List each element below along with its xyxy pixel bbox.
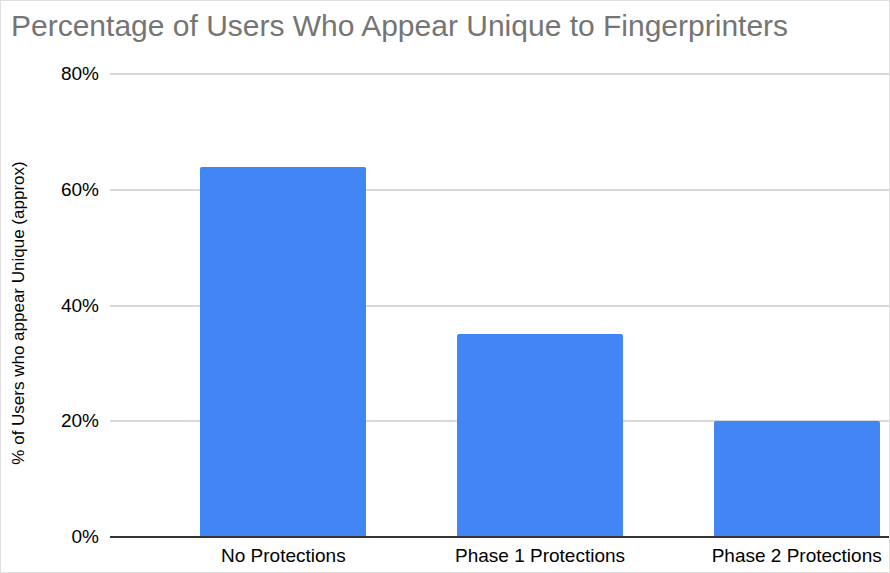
- chart-container: Percentage of Users Who Appear Unique to…: [0, 0, 890, 573]
- y-tick-label: 0%: [1, 526, 99, 548]
- x-axis-labels: No ProtectionsPhase 1 ProtectionsPhase 2…: [155, 545, 890, 567]
- chart-title: Percentage of Users Who Appear Unique to…: [11, 7, 788, 45]
- x-axis-line: [110, 536, 890, 538]
- bar-series: [155, 74, 890, 537]
- y-tick-label: 60%: [1, 179, 99, 201]
- x-axis-label: No Protections: [155, 545, 412, 567]
- y-axis-tick-labels: 0%20%40%60%80%: [1, 74, 99, 537]
- y-tick-label: 20%: [1, 410, 99, 432]
- bar-phase-2-protections: [714, 421, 880, 537]
- x-axis-label: Phase 2 Protections: [668, 545, 890, 567]
- bar-phase-1-protections: [457, 334, 623, 537]
- y-tick-label: 80%: [1, 63, 99, 85]
- bar-slot: [155, 74, 412, 537]
- y-tick-label: 40%: [1, 295, 99, 317]
- bar-slot: [412, 74, 669, 537]
- bar-slot: [668, 74, 890, 537]
- plot-area: [110, 74, 890, 537]
- x-axis-label: Phase 1 Protections: [412, 545, 669, 567]
- bar-no-protections: [200, 167, 366, 537]
